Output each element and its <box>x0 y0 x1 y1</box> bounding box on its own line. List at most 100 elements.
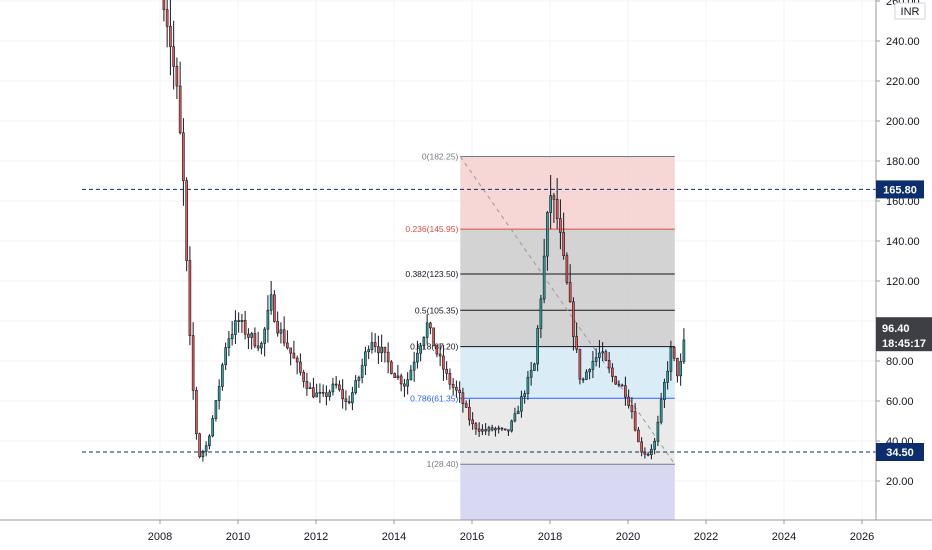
candle <box>601 342 604 362</box>
candle-body <box>295 357 299 363</box>
fib-zone <box>460 464 675 520</box>
candle <box>637 426 640 443</box>
candle <box>370 332 374 354</box>
candle-body <box>204 445 208 452</box>
candle-body <box>656 421 660 442</box>
candle <box>494 426 497 437</box>
horizontal-lines[interactable] <box>82 188 876 453</box>
candle-body <box>321 392 325 394</box>
fib-zone <box>460 156 675 230</box>
candle-body <box>188 260 192 336</box>
candle-body <box>578 348 582 380</box>
candle <box>633 403 637 432</box>
candle <box>367 345 370 360</box>
candle <box>386 342 390 374</box>
candle <box>429 321 432 335</box>
time-axis[interactable]: 2008 2010 2012 2014 2016 2018 2020 2022 2024 2026 <box>148 520 874 543</box>
candle-body <box>269 294 273 311</box>
currency-badge[interactable] <box>894 2 926 20</box>
price-tick-label: 240.00 <box>886 36 920 48</box>
candle <box>425 314 429 345</box>
candle-body <box>529 370 533 378</box>
candle-body <box>620 384 624 387</box>
candle-body <box>325 392 328 397</box>
candle-body <box>468 407 471 421</box>
candle-body <box>679 361 682 377</box>
candle <box>575 322 578 353</box>
candle-body <box>412 361 416 371</box>
candle <box>500 427 504 432</box>
candle-body <box>344 398 348 402</box>
candle-body <box>217 386 221 401</box>
fib-level-label: 0.5(105.35) <box>415 305 459 315</box>
candle-body <box>604 351 608 361</box>
price-tick-label: 120.00 <box>886 276 920 288</box>
fib-level-label: 0.236(145.95) <box>405 224 458 234</box>
price-tick-label: 160.00 <box>886 196 920 208</box>
candle-body <box>234 320 237 335</box>
candle-body <box>429 322 432 329</box>
candle <box>224 342 227 371</box>
candle-body <box>552 195 556 200</box>
candle-body <box>581 378 585 381</box>
candle <box>172 20 175 90</box>
candle-body <box>659 399 663 423</box>
candle-body <box>630 405 634 413</box>
candle <box>585 369 588 381</box>
fibonacci-retracement[interactable]: 0(182.25) 0.236(145.95) 0.382(123.50) 0.5(1… <box>405 152 676 521</box>
candle-body <box>208 435 211 446</box>
candle <box>305 372 309 396</box>
candle <box>546 211 549 271</box>
candle-body <box>572 301 575 337</box>
candle-body <box>383 346 387 353</box>
candle-body <box>451 383 455 388</box>
price-tags: 165.80 34.50 96.40 18:45:17 <box>876 180 932 461</box>
candle <box>481 424 484 436</box>
candle-body <box>477 428 481 432</box>
candle <box>461 387 465 413</box>
candle <box>659 392 663 425</box>
candle-body <box>669 346 673 372</box>
candle-body <box>565 255 569 283</box>
candle-body <box>640 441 643 453</box>
candle <box>198 432 201 459</box>
candle <box>630 397 634 419</box>
candle-body <box>393 373 396 379</box>
candle <box>458 381 461 403</box>
candle <box>295 355 299 375</box>
candle <box>614 375 617 385</box>
candle <box>273 290 276 323</box>
candle-body <box>575 336 578 350</box>
fib-trend-line[interactable] <box>459 156 676 465</box>
candle <box>260 341 263 355</box>
candle <box>247 328 250 350</box>
candle <box>276 311 279 337</box>
candle-body <box>542 255 546 300</box>
candle <box>627 389 630 409</box>
candle <box>325 385 328 406</box>
candle-body <box>312 387 315 398</box>
candle <box>520 390 523 418</box>
candle-body <box>178 85 182 134</box>
candle-body <box>377 346 380 354</box>
candle-body <box>240 320 244 322</box>
candle <box>620 383 624 387</box>
candle <box>318 383 322 404</box>
price-tag <box>876 180 924 199</box>
candle <box>230 321 234 346</box>
candle-body <box>211 418 214 437</box>
candle <box>646 451 650 457</box>
candle-body <box>201 451 205 458</box>
candle <box>253 327 257 349</box>
time-tick-label: 2008 <box>148 531 172 543</box>
candle <box>640 437 643 457</box>
candle <box>302 369 305 388</box>
candle <box>227 330 231 357</box>
candle <box>464 400 468 409</box>
candle <box>656 415 660 447</box>
candle <box>507 429 510 436</box>
time-tick-label: 2014 <box>382 531 406 543</box>
candle <box>513 407 517 423</box>
candle-body <box>507 429 510 432</box>
